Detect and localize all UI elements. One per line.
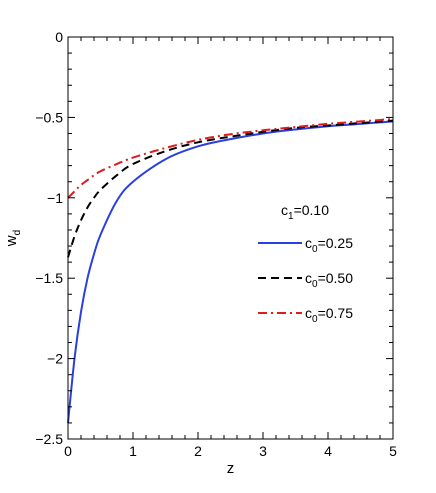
y-tick-label: 0 <box>55 29 63 45</box>
tick-labels: 0 1 2 3 4 5 0 −0.5 −1 −1.5 −2 −2.5 <box>35 29 397 459</box>
x-tick-label: 2 <box>194 443 202 459</box>
x-tick-label: 0 <box>64 443 72 459</box>
parameter-annotation: c1=0.10 <box>281 202 329 222</box>
x-tick-label: 5 <box>389 443 397 459</box>
plot-curves <box>67 118 394 424</box>
y-tick-label: −0.5 <box>35 109 63 125</box>
legend-entry-1: c0=0.50 <box>305 270 353 290</box>
plot-frame <box>67 36 394 440</box>
series-line-2 <box>67 118 394 199</box>
legend: c0=0.25 c0=0.50 c0=0.75 <box>258 235 353 325</box>
y-tick-label: −1 <box>47 190 63 206</box>
y-tick-label: −1.5 <box>35 270 63 286</box>
x-tick-label: 1 <box>129 443 137 459</box>
series-line-1 <box>67 119 394 258</box>
legend-entry-2: c0=0.75 <box>305 305 353 325</box>
series-line-0 <box>67 120 394 424</box>
x-axis-label: z <box>227 460 235 477</box>
ticks <box>67 36 394 440</box>
x-tick-label: 4 <box>324 443 332 459</box>
legend-entry-0: c0=0.25 <box>305 235 353 255</box>
y-axis-label: wd <box>3 230 23 247</box>
x-tick-label: 3 <box>259 443 267 459</box>
y-tick-label: −2.5 <box>35 431 63 447</box>
y-tick-label: −2 <box>47 351 63 367</box>
